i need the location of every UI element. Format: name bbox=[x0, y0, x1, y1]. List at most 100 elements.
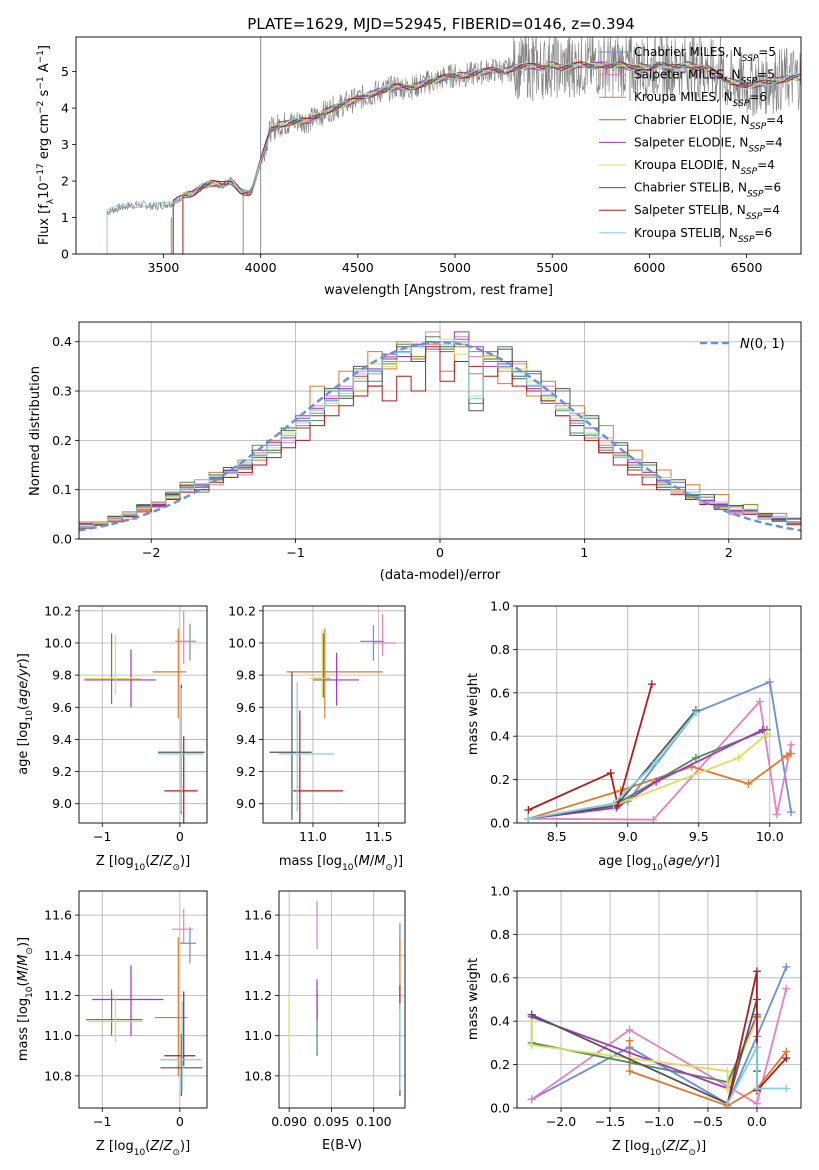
x-tick-label: 0 bbox=[436, 545, 444, 560]
y-tick-label: 11.2 bbox=[44, 988, 72, 1003]
y-tick-label: 0.6 bbox=[490, 685, 510, 700]
histogram-line bbox=[79, 346, 801, 529]
plot-area bbox=[106, 37, 801, 254]
model-line bbox=[182, 61, 801, 254]
axes-frame bbox=[78, 605, 208, 824]
x-tick-label: −1.0 bbox=[644, 1114, 674, 1129]
y-tick-label: 11.0 bbox=[44, 1028, 72, 1043]
x-tick-label: 6500 bbox=[731, 260, 763, 275]
plot-area bbox=[84, 610, 205, 823]
y-tick-label: 10.2 bbox=[44, 603, 72, 618]
x-axis-label: Z [log10(Z/Z⊙)] bbox=[96, 1139, 190, 1158]
y-tick-label: 0.4 bbox=[490, 729, 510, 744]
weight-line bbox=[528, 709, 697, 820]
y-tick-label: 3 bbox=[61, 137, 69, 152]
y-tick-label: 11.2 bbox=[244, 988, 272, 1003]
mass-vs-ebv-panel: 0.090 0.095 0.100 10.8 11.0 11.2 11.4 11.6 E(B-V… bbox=[244, 890, 406, 1153]
plot-area bbox=[269, 614, 396, 823]
y-tick-label: 10.0 bbox=[228, 635, 256, 650]
x-axis-label: wavelength [Angstrom, rest frame] bbox=[324, 283, 553, 298]
y-tick-label: 4 bbox=[61, 101, 69, 116]
y-tick-label: 1.0 bbox=[490, 599, 510, 614]
x-tick-label: −1 bbox=[93, 1114, 111, 1129]
axes-frame bbox=[78, 890, 208, 1109]
x-axis-label: Z [log10(Z/Z⊙)] bbox=[612, 1139, 706, 1158]
y-tick-label: 0.2 bbox=[490, 1057, 510, 1072]
plot-area bbox=[288, 901, 401, 1096]
x-tick-label: 4000 bbox=[245, 260, 277, 275]
y-tick-label: 9.6 bbox=[52, 700, 72, 715]
age-vs-mass-panel: 11.0 11.5 9.0 9.2 9.4 9.6 9.8 10.0 10.2 mass [log… bbox=[228, 603, 406, 873]
y-tick-label: 0.8 bbox=[490, 642, 510, 657]
x-tick-label: −0.5 bbox=[693, 1114, 723, 1129]
y-tick-label: 11.4 bbox=[244, 948, 272, 963]
y-tick-label: 9.8 bbox=[52, 668, 72, 683]
axes-frame bbox=[516, 605, 802, 824]
normal-curve bbox=[79, 340, 801, 532]
y-tick-label: 11.4 bbox=[44, 948, 72, 963]
weight-line bbox=[531, 1014, 758, 1090]
weight-vs-age-panel: 8.5 9.0 9.5 10.0 0.0 0.2 0.4 0.6 0.8 1.0 age [log1… bbox=[466, 599, 802, 873]
x-tick-label: −1 bbox=[286, 545, 304, 560]
weight-line bbox=[528, 752, 792, 820]
y-tick-label: 10.2 bbox=[228, 603, 256, 618]
y-tick-label: 9.0 bbox=[52, 796, 72, 811]
x-tick-label: 11.0 bbox=[299, 829, 327, 844]
y-axis-label: mass weight bbox=[466, 673, 481, 755]
axes-frame bbox=[262, 605, 406, 824]
x-tick-label: 5500 bbox=[536, 260, 568, 275]
weight-line bbox=[528, 680, 792, 820]
y-tick-label: 10.8 bbox=[44, 1068, 72, 1083]
y-tick-label: 0.0 bbox=[490, 1101, 510, 1116]
y-axis-label: mass weight bbox=[466, 958, 481, 1040]
x-tick-label: −1.5 bbox=[595, 1114, 625, 1129]
x-axis-label: mass [log10(M/M⊙)] bbox=[279, 854, 403, 873]
x-tick-label: −1 bbox=[93, 829, 111, 844]
y-axis-label: Flux [fλ10−17 erg cm−2 s−1 A−1] bbox=[36, 45, 56, 245]
weight-line bbox=[528, 728, 764, 820]
x-axis-label: E(B-V) bbox=[322, 1138, 362, 1153]
legend-label: Chabrier MILES, NSSP=5 bbox=[634, 45, 776, 64]
x-tick-label: 1 bbox=[580, 545, 588, 560]
x-tick-label: 5000 bbox=[439, 260, 471, 275]
legend-label: Salpeter STELIB, NSSP=4 bbox=[634, 203, 780, 222]
histogram-line bbox=[79, 341, 801, 527]
weight-line bbox=[528, 711, 697, 820]
y-tick-label: 0.1 bbox=[52, 482, 72, 497]
y-axis-label: mass [log10(M/M⊙)] bbox=[16, 937, 35, 1061]
x-tick-label: 0.090 bbox=[271, 1114, 307, 1129]
x-tick-label: 9.5 bbox=[689, 829, 709, 844]
x-tick-label: 6000 bbox=[633, 260, 665, 275]
plot-area bbox=[527, 962, 791, 1108]
legend-label: Salpeter MILES, NSSP=5 bbox=[634, 68, 775, 87]
legend-label: Kroupa STELIB, NSSP=6 bbox=[634, 226, 772, 245]
x-axis-label: (data-model)/error bbox=[380, 568, 501, 583]
y-tick-label: 9.4 bbox=[52, 732, 72, 747]
legend-label: Kroupa MILES, NSSP=6 bbox=[634, 90, 767, 109]
y-tick-label: 0.2 bbox=[52, 433, 72, 448]
legend-label: N(0, 1) bbox=[740, 337, 785, 352]
x-tick-label: 0.0 bbox=[747, 1114, 767, 1129]
age-vs-metallicity-panel: −1 0 9.0 9.2 9.4 9.6 9.8 10.0 10.2 Z [log10(Z/Z⊙)… bbox=[16, 603, 208, 873]
axes-frame bbox=[78, 321, 802, 540]
axes-frame bbox=[516, 890, 802, 1109]
figure-title: PLATE=1629, MJD=52945, FIBERID=0146, z=0… bbox=[247, 15, 634, 33]
mass-vs-metallicity-panel: −1 0 10.8 11.0 11.2 11.4 11.6 Z [log10(Z/Z⊙)] ma… bbox=[16, 890, 208, 1158]
y-tick-label: 1.0 bbox=[490, 884, 510, 899]
y-tick-label: 11.0 bbox=[244, 1028, 272, 1043]
y-tick-label: 9.4 bbox=[236, 732, 256, 747]
x-tick-label: 0.100 bbox=[356, 1114, 392, 1129]
y-tick-label: 0.3 bbox=[52, 384, 72, 399]
weight-line bbox=[530, 1014, 758, 1084]
axes-frame bbox=[278, 890, 406, 1109]
legend-label: Salpeter ELODIE, NSSP=4 bbox=[634, 135, 783, 154]
legend-label: Chabrier ELODIE, NSSP=4 bbox=[634, 113, 784, 132]
spectrum-panel: 3500 4000 4500 5000 5500 6000 6500 0 1 2 3 4 5 Chabri… bbox=[36, 36, 802, 298]
axes-frame bbox=[75, 36, 802, 255]
x-tick-label: 8.5 bbox=[547, 829, 567, 844]
weight-line bbox=[726, 971, 787, 1104]
y-tick-label: 0.0 bbox=[490, 816, 510, 831]
plot-area bbox=[79, 331, 801, 532]
residuals-panel: −2 −1 0 1 2 0.0 0.1 0.2 0.3 0.4 N(0, 1) (data-model… bbox=[28, 321, 802, 583]
